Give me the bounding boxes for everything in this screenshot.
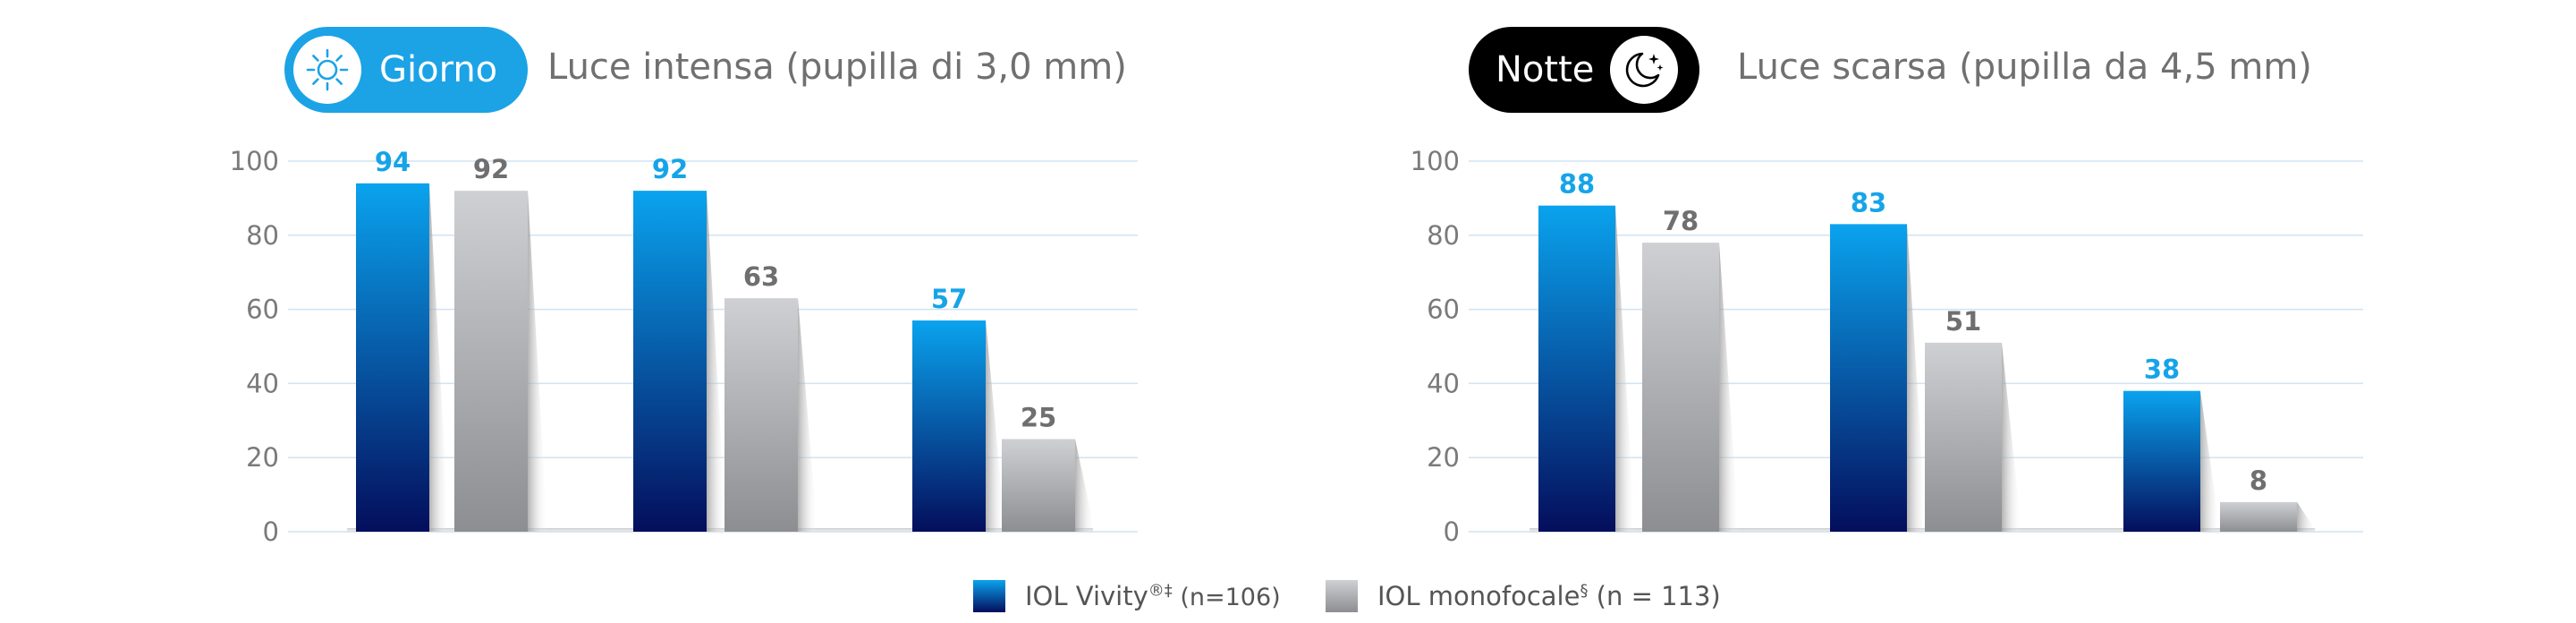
bar-shadow (2297, 501, 2317, 532)
y-tick-label: 100 (1411, 146, 1460, 176)
legend-vivity-detail: (n=106) (1172, 584, 1281, 611)
night-bar-chart: 0 20 40 60 80 100 88 83 38 78 51 8 (1411, 146, 2363, 547)
legend-vivity-sup: ®‡ (1148, 581, 1173, 601)
legend-swatch-mono (1326, 580, 1358, 612)
bar-shadow (2002, 342, 2021, 532)
day-chart-subtitle: Luce intensa (pupilla di 3,0 mm) (547, 47, 1127, 88)
moon-icon-circle (1610, 36, 1679, 104)
bar-shadow (1075, 439, 1095, 532)
bar-monofocale (1925, 342, 2002, 532)
bar-monofocale (2220, 501, 2297, 532)
data-label-vivity: 88 (1559, 169, 1595, 200)
legend-mono-name: IOL monofocale (1377, 581, 1580, 611)
sun-icon (306, 48, 349, 91)
data-label-monofocale: 25 (1021, 403, 1056, 433)
bar-shadow (798, 298, 818, 532)
data-label-monofocale: 63 (743, 261, 779, 292)
legend-label-vivity: IOL Vivity®‡ (n=106) (1025, 581, 1281, 611)
bar-monofocale (1642, 243, 1719, 532)
bar-vivity (912, 320, 986, 532)
bar-vivity (633, 191, 707, 532)
y-tick-label: 0 (263, 516, 279, 547)
data-label-monofocale: 51 (1945, 306, 1981, 337)
bar-vivity (1538, 205, 1615, 532)
bar-vivity (1830, 224, 1907, 532)
bar-vivity (2123, 390, 2200, 532)
y-tick-label: 80 (1427, 220, 1460, 251)
y-tick-label: 20 (246, 442, 279, 473)
y-tick-label: 80 (246, 220, 279, 251)
data-label-vivity: 92 (652, 154, 688, 184)
chart-panel-night: Notte Luce scarsa (pupilla da 4,5 mm) 0 2… (1288, 0, 2576, 573)
moon-stars-icon (1626, 52, 1664, 88)
bar-shadow (528, 191, 547, 532)
bar-shadow (1719, 243, 1739, 532)
day-bar-chart: 0 20 40 60 80 100 94 92 57 92 63 25 (230, 146, 1138, 547)
y-tick-label: 60 (1427, 294, 1460, 325)
y-tick-label: 0 (1444, 516, 1460, 547)
legend-mono-sup: § (1580, 581, 1589, 601)
legend-label-mono: IOL monofocale§ (n = 113) (1377, 581, 1721, 611)
night-badge: Notte (1469, 27, 1699, 113)
chart-panel-day: Giorno Luce intensa (pupilla di 3,0 mm) … (0, 0, 1288, 573)
legend-item-vivity: IOL Vivity®‡ (n=106) (973, 580, 1281, 612)
bar-shadow (1615, 205, 1635, 532)
chart-legend: IOL Vivity®‡ (n=106) IOL monofocale§ (n … (0, 580, 2576, 616)
bar-shadow (1907, 224, 1927, 532)
day-badge: Giorno (284, 27, 528, 113)
y-tick-label: 20 (1427, 442, 1460, 473)
data-label-vivity: 38 (2144, 354, 2180, 385)
legend-vivity-name: IOL Vivity (1025, 581, 1148, 611)
y-tick-label: 40 (1427, 368, 1460, 398)
y-tick-label: 40 (246, 368, 279, 398)
bar-shadow (707, 191, 726, 532)
y-tick-label: 60 (246, 294, 279, 325)
data-label-monofocale: 78 (1663, 206, 1699, 236)
night-chart-subtitle: Luce scarsa (pupilla da 4,5 mm) (1737, 47, 2312, 88)
legend-mono-detail: (n = 113) (1588, 581, 1721, 611)
bar-shadow (429, 183, 449, 532)
y-tick-label: 100 (230, 146, 279, 176)
data-label-vivity: 57 (931, 284, 967, 314)
bar-shadow (986, 320, 1005, 532)
legend-swatch-vivity (973, 580, 1005, 612)
bar-shadow (2200, 390, 2220, 532)
legend-item-mono: IOL monofocale§ (n = 113) (1326, 580, 1721, 612)
sun-icon-circle (293, 36, 361, 104)
data-label-vivity: 94 (375, 147, 411, 177)
data-label-monofocale: 92 (473, 154, 509, 184)
data-label-monofocale: 8 (2250, 465, 2267, 496)
bar-monofocale (1002, 439, 1075, 532)
night-badge-label: Notte (1496, 49, 1595, 90)
bar-vivity (356, 183, 429, 532)
bar-monofocale (724, 298, 798, 532)
data-label-vivity: 83 (1851, 187, 1886, 218)
bar-monofocale (454, 191, 528, 532)
day-badge-label: Giorno (379, 49, 498, 90)
